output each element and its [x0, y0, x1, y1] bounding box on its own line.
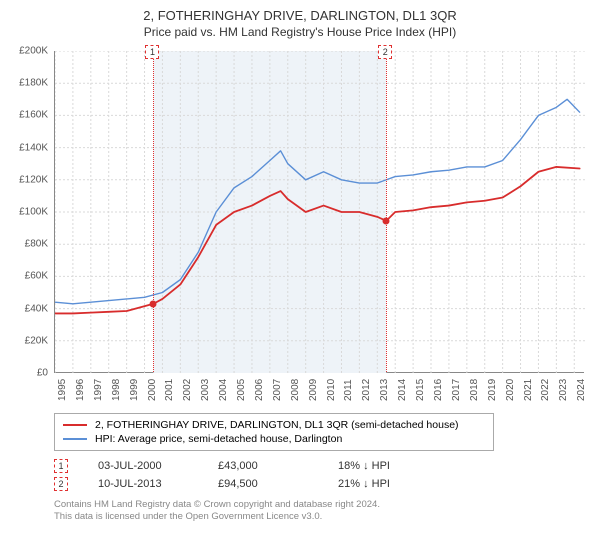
- x-axis-label: 2014: [397, 379, 408, 401]
- marker-delta-1: 18% ↓ HPI: [338, 460, 428, 472]
- x-axis-label: 2006: [254, 379, 265, 401]
- x-axis-label: 2013: [379, 379, 390, 401]
- chart-subtitle: Price paid vs. HM Land Registry's House …: [12, 25, 588, 39]
- x-axis-label: 2004: [218, 379, 229, 401]
- x-axis-label: 2003: [200, 379, 211, 401]
- marker-price-1: £43,000: [218, 460, 308, 472]
- x-axis-label: 1997: [93, 379, 104, 401]
- x-axis-label: 2002: [182, 379, 193, 401]
- chart-svg: [55, 51, 585, 373]
- x-axis-label: 1999: [129, 379, 140, 401]
- x-axis-label: 2007: [272, 379, 283, 401]
- x-axis-label: 2021: [523, 379, 534, 401]
- footer-line-1: Contains HM Land Registry data © Crown c…: [54, 499, 588, 511]
- chart-marker-badge: 1: [145, 45, 159, 59]
- marker-row-2: 2 10-JUL-2013 £94,500 21% ↓ HPI: [54, 475, 588, 493]
- y-axis-label: £40K: [25, 303, 48, 314]
- footer: Contains HM Land Registry data © Crown c…: [54, 499, 588, 523]
- marker-date-1: 03-JUL-2000: [98, 460, 188, 472]
- y-axis-label: £100K: [19, 207, 48, 218]
- chart-marker-badge: 2: [378, 45, 392, 59]
- x-axis-label: 2001: [164, 379, 175, 401]
- y-axis-label: £80K: [25, 239, 48, 250]
- legend-label-2: HPI: Average price, semi-detached house,…: [95, 433, 342, 445]
- x-axis-label: 1996: [75, 379, 86, 401]
- marker-date-2: 10-JUL-2013: [98, 478, 188, 490]
- x-axis-label: 2008: [290, 379, 301, 401]
- chart-title: 2, FOTHERINGHAY DRIVE, DARLINGTON, DL1 3…: [12, 8, 588, 23]
- x-axis-label: 2012: [361, 379, 372, 401]
- x-axis-label: 2024: [576, 379, 587, 401]
- x-axis-label: 2010: [326, 379, 337, 401]
- x-axis-label: 2011: [343, 379, 354, 401]
- y-axis-label: £60K: [25, 271, 48, 282]
- y-axis-label: £20K: [25, 335, 48, 346]
- y-axis-label: £0: [37, 368, 48, 379]
- x-axis-label: 1998: [111, 379, 122, 401]
- legend-row-1: 2, FOTHERINGHAY DRIVE, DARLINGTON, DL1 3…: [63, 418, 485, 432]
- legend-swatch-2: [63, 438, 87, 440]
- marker-delta-2: 21% ↓ HPI: [338, 478, 428, 490]
- marker-badge-1: 1: [54, 459, 68, 473]
- legend: 2, FOTHERINGHAY DRIVE, DARLINGTON, DL1 3…: [54, 413, 494, 451]
- y-axis-label: £160K: [19, 110, 48, 121]
- x-axis-label: 2020: [505, 379, 516, 401]
- marker-table: 1 03-JUL-2000 £43,000 18% ↓ HPI 2 10-JUL…: [54, 457, 588, 493]
- marker-badge-2: 2: [54, 477, 68, 491]
- x-axis-label: 2017: [451, 379, 462, 401]
- x-axis-label: 2022: [540, 379, 551, 401]
- y-axis-label: £120K: [19, 174, 48, 185]
- legend-row-2: HPI: Average price, semi-detached house,…: [63, 432, 485, 446]
- legend-swatch-1: [63, 424, 87, 426]
- legend-label-1: 2, FOTHERINGHAY DRIVE, DARLINGTON, DL1 3…: [95, 419, 459, 431]
- x-axis-label: 1995: [57, 379, 68, 401]
- marker-line: [386, 51, 387, 372]
- footer-line-2: This data is licensed under the Open Gov…: [54, 511, 588, 523]
- x-axis-label: 2023: [558, 379, 569, 401]
- marker-dot: [383, 217, 390, 224]
- y-axis-label: £180K: [19, 78, 48, 89]
- marker-row-1: 1 03-JUL-2000 £43,000 18% ↓ HPI: [54, 457, 588, 475]
- x-axis-label: 2000: [147, 379, 158, 401]
- chart-area: £0 £20K £40K £60K £80K £100K £120K £140K £160K £1…: [12, 45, 588, 405]
- x-axis-label: 2019: [487, 379, 498, 401]
- chart-container: 2, FOTHERINGHAY DRIVE, DARLINGTON, DL1 3…: [0, 0, 600, 529]
- x-axis-label: 2016: [433, 379, 444, 401]
- x-axis-label: 2005: [236, 379, 247, 401]
- marker-line: [153, 51, 154, 372]
- x-axis-label: 2018: [469, 379, 480, 401]
- plot-area: [54, 51, 584, 373]
- x-axis-label: 2015: [415, 379, 426, 401]
- marker-price-2: £94,500: [218, 478, 308, 490]
- y-axis-label: £140K: [19, 142, 48, 153]
- x-axis-label: 2009: [308, 379, 319, 401]
- y-axis-label: £200K: [19, 46, 48, 57]
- marker-dot: [150, 300, 157, 307]
